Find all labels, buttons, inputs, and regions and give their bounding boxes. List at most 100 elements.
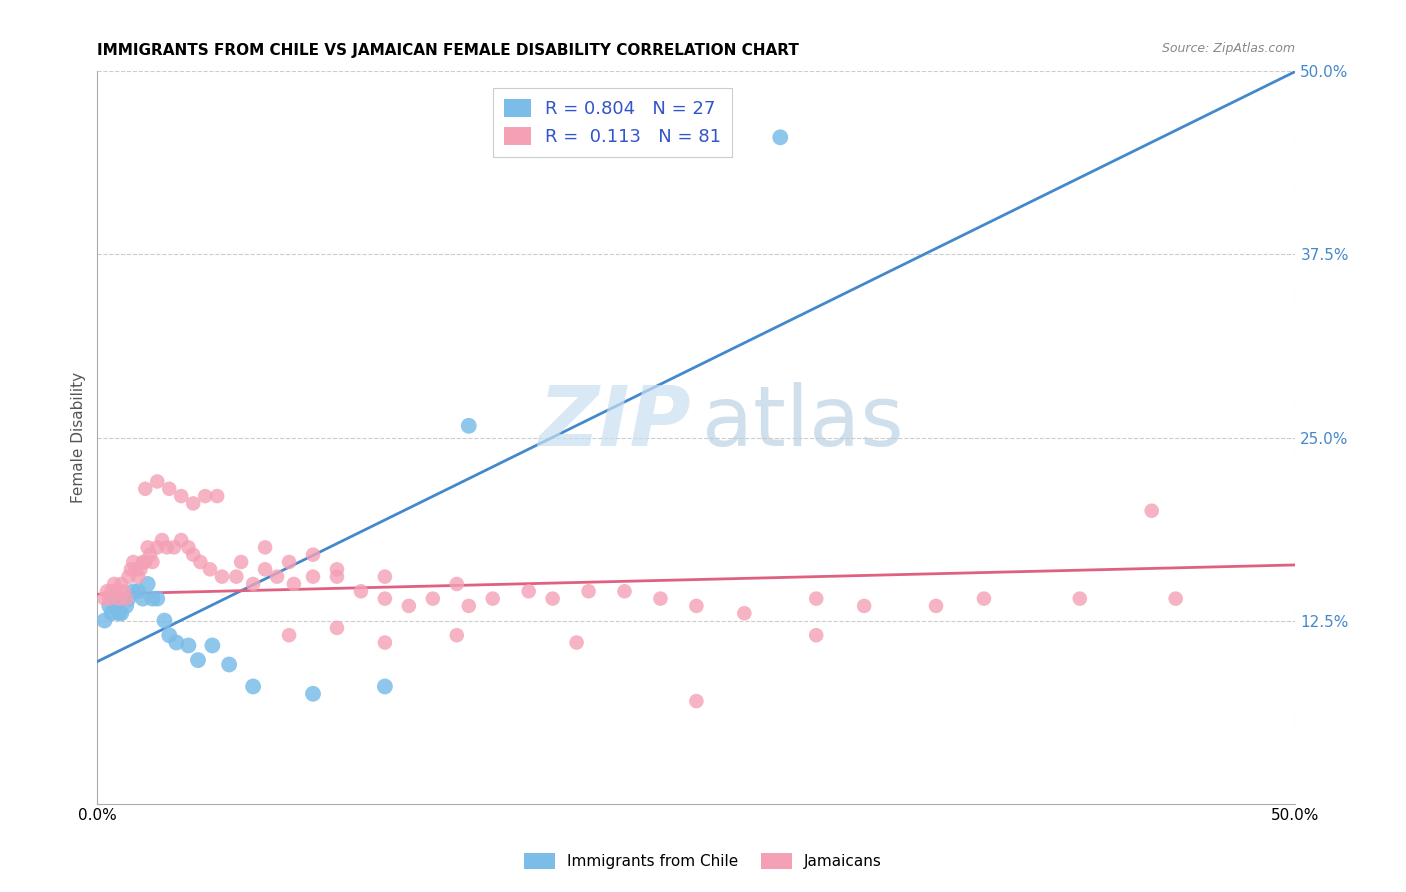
- Point: [150, 533, 173, 547]
- Point: [129, 562, 152, 576]
- Point: [302, 687, 325, 701]
- Point: [115, 591, 138, 606]
- Point: [229, 555, 252, 569]
- Point: [685, 694, 707, 708]
- Point: [973, 591, 995, 606]
- Point: [422, 591, 444, 606]
- Point: [769, 130, 792, 145]
- Point: [374, 635, 396, 649]
- Point: [122, 584, 145, 599]
- Point: [446, 628, 468, 642]
- Text: IMMIGRANTS FROM CHILE VS JAMAICAN FEMALE DISABILITY CORRELATION CHART: IMMIGRANTS FROM CHILE VS JAMAICAN FEMALE…: [97, 43, 799, 58]
- Point: [105, 584, 128, 599]
- Point: [181, 548, 204, 562]
- Point: [134, 482, 156, 496]
- Point: [157, 482, 180, 496]
- Point: [853, 599, 876, 613]
- Point: [146, 541, 169, 555]
- Point: [141, 591, 163, 606]
- Point: [1069, 591, 1091, 606]
- Point: [105, 599, 128, 613]
- Point: [163, 541, 186, 555]
- Point: [127, 584, 149, 599]
- Point: [146, 475, 169, 489]
- Point: [1357, 533, 1379, 547]
- Point: [374, 569, 396, 583]
- Point: [125, 562, 148, 576]
- Point: [98, 591, 121, 606]
- Point: [108, 606, 131, 620]
- Point: [578, 584, 600, 599]
- Point: [242, 680, 264, 694]
- Text: ZIP: ZIP: [537, 383, 690, 463]
- Point: [283, 577, 305, 591]
- Point: [141, 555, 163, 569]
- Y-axis label: Female Disability: Female Disability: [72, 372, 86, 503]
- Point: [650, 591, 672, 606]
- Point: [153, 614, 176, 628]
- Point: [136, 541, 159, 555]
- Point: [146, 591, 169, 606]
- Point: [117, 569, 139, 583]
- Point: [1140, 504, 1163, 518]
- Point: [302, 548, 325, 562]
- Legend: R = 0.804   N = 27, R =  0.113   N = 81: R = 0.804 N = 27, R = 0.113 N = 81: [494, 87, 733, 157]
- Point: [170, 489, 193, 503]
- Point: [190, 555, 212, 569]
- Point: [481, 591, 503, 606]
- Point: [100, 584, 122, 599]
- Point: [374, 591, 396, 606]
- Point: [170, 533, 193, 547]
- Point: [120, 562, 142, 576]
- Point: [806, 628, 828, 642]
- Point: [326, 569, 349, 583]
- Point: [457, 418, 479, 433]
- Point: [194, 489, 217, 503]
- Point: [93, 591, 115, 606]
- Point: [374, 680, 396, 694]
- Point: [242, 577, 264, 591]
- Point: [733, 606, 755, 620]
- Point: [157, 628, 180, 642]
- Point: [205, 489, 228, 503]
- Point: [110, 606, 132, 620]
- Point: [541, 591, 564, 606]
- Point: [127, 569, 149, 583]
- Point: [136, 577, 159, 591]
- Point: [806, 591, 828, 606]
- Point: [446, 577, 468, 591]
- Point: [278, 555, 301, 569]
- Point: [457, 599, 479, 613]
- Point: [100, 606, 122, 620]
- Point: [181, 496, 204, 510]
- Point: [117, 591, 139, 606]
- Point: [103, 591, 125, 606]
- Point: [110, 577, 132, 591]
- Point: [326, 562, 349, 576]
- Point: [98, 599, 121, 613]
- Text: atlas: atlas: [703, 383, 904, 463]
- Point: [225, 569, 247, 583]
- Point: [198, 562, 221, 576]
- Point: [115, 599, 138, 613]
- Text: Source: ZipAtlas.com: Source: ZipAtlas.com: [1163, 42, 1295, 54]
- Point: [165, 635, 187, 649]
- Point: [302, 569, 325, 583]
- Point: [93, 614, 115, 628]
- Point: [132, 555, 155, 569]
- Point: [112, 584, 135, 599]
- Point: [266, 569, 288, 583]
- Point: [134, 555, 156, 569]
- Point: [211, 569, 233, 583]
- Point: [326, 621, 349, 635]
- Point: [517, 584, 540, 599]
- Point: [565, 635, 588, 649]
- Point: [254, 562, 277, 576]
- Point: [122, 555, 145, 569]
- Point: [187, 653, 209, 667]
- Point: [278, 628, 301, 642]
- Point: [108, 591, 131, 606]
- Point: [1164, 591, 1187, 606]
- Point: [201, 639, 224, 653]
- Point: [218, 657, 240, 672]
